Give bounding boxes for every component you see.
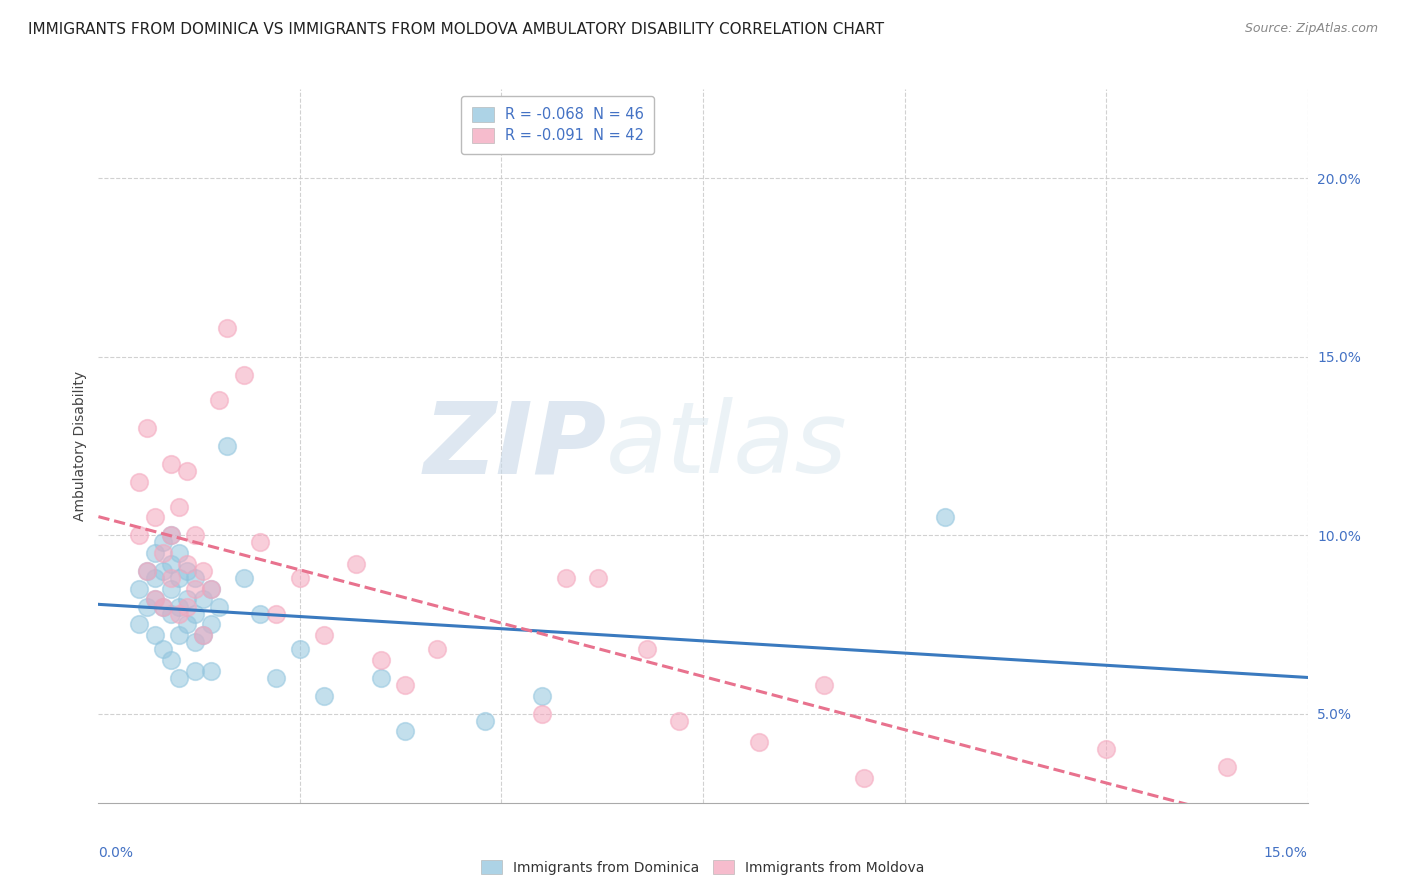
Point <box>167 671 190 685</box>
Point <box>370 653 392 667</box>
Point <box>200 582 222 596</box>
Point <box>160 582 183 596</box>
Point <box>176 464 198 478</box>
Point <box>143 571 166 585</box>
Point <box>176 617 198 632</box>
Point <box>264 671 287 685</box>
Point <box>314 628 336 642</box>
Point <box>128 617 150 632</box>
Point <box>167 607 190 621</box>
Point <box>370 671 392 685</box>
Point <box>184 528 207 542</box>
Point <box>167 628 190 642</box>
Point <box>813 678 835 692</box>
Legend: Immigrants from Dominica, Immigrants from Moldova: Immigrants from Dominica, Immigrants fro… <box>475 855 931 880</box>
Point <box>143 546 166 560</box>
Point <box>128 528 150 542</box>
Text: Source: ZipAtlas.com: Source: ZipAtlas.com <box>1244 22 1378 36</box>
Point <box>184 664 207 678</box>
Point <box>200 664 222 678</box>
Point <box>160 571 183 585</box>
Text: 0.0%: 0.0% <box>98 846 134 860</box>
Text: ZIP: ZIP <box>423 398 606 494</box>
Point <box>135 564 157 578</box>
Point <box>232 571 254 585</box>
Point <box>217 439 239 453</box>
Point <box>555 571 578 585</box>
Point <box>474 714 496 728</box>
Point <box>217 321 239 335</box>
Point <box>193 628 215 642</box>
Point <box>135 564 157 578</box>
Point <box>143 510 166 524</box>
Point <box>264 607 287 621</box>
Point <box>184 635 207 649</box>
Point <box>530 689 553 703</box>
Point <box>288 642 311 657</box>
Point <box>160 457 183 471</box>
Point <box>128 475 150 489</box>
Point <box>249 607 271 621</box>
Point <box>143 592 166 607</box>
Point <box>344 557 367 571</box>
Point <box>426 642 449 657</box>
Point <box>184 607 207 621</box>
Point <box>853 771 876 785</box>
Point <box>193 564 215 578</box>
Text: 15.0%: 15.0% <box>1264 846 1308 860</box>
Point <box>176 564 198 578</box>
Point <box>167 500 190 514</box>
Text: IMMIGRANTS FROM DOMINICA VS IMMIGRANTS FROM MOLDOVA AMBULATORY DISABILITY CORREL: IMMIGRANTS FROM DOMINICA VS IMMIGRANTS F… <box>28 22 884 37</box>
Point <box>934 510 956 524</box>
Y-axis label: Ambulatory Disability: Ambulatory Disability <box>73 371 87 521</box>
Point <box>160 557 183 571</box>
Point <box>176 599 198 614</box>
Point <box>128 582 150 596</box>
Point <box>530 706 553 721</box>
Point <box>152 564 174 578</box>
Point <box>184 582 207 596</box>
Point <box>668 714 690 728</box>
Point <box>167 546 190 560</box>
Point <box>167 571 190 585</box>
Point <box>160 528 183 542</box>
Point <box>193 628 215 642</box>
Point <box>314 689 336 703</box>
Point <box>152 546 174 560</box>
Point <box>152 599 174 614</box>
Point <box>143 628 166 642</box>
Point <box>208 392 231 407</box>
Point <box>636 642 658 657</box>
Legend: R = -0.068  N = 46, R = -0.091  N = 42: R = -0.068 N = 46, R = -0.091 N = 42 <box>461 96 654 153</box>
Point <box>394 724 416 739</box>
Point <box>167 599 190 614</box>
Point <box>394 678 416 692</box>
Point <box>208 599 231 614</box>
Text: atlas: atlas <box>606 398 848 494</box>
Point <box>152 599 174 614</box>
Point <box>1216 760 1239 774</box>
Point <box>152 535 174 549</box>
Point <box>160 607 183 621</box>
Point <box>748 735 770 749</box>
Point <box>1095 742 1118 756</box>
Point <box>184 571 207 585</box>
Point <box>586 571 609 585</box>
Point <box>160 528 183 542</box>
Point <box>200 582 222 596</box>
Point <box>176 592 198 607</box>
Point <box>193 592 215 607</box>
Point <box>135 421 157 435</box>
Point <box>160 653 183 667</box>
Point <box>288 571 311 585</box>
Point <box>249 535 271 549</box>
Point <box>143 592 166 607</box>
Point <box>200 617 222 632</box>
Point <box>152 642 174 657</box>
Point <box>135 599 157 614</box>
Point <box>232 368 254 382</box>
Point <box>176 557 198 571</box>
